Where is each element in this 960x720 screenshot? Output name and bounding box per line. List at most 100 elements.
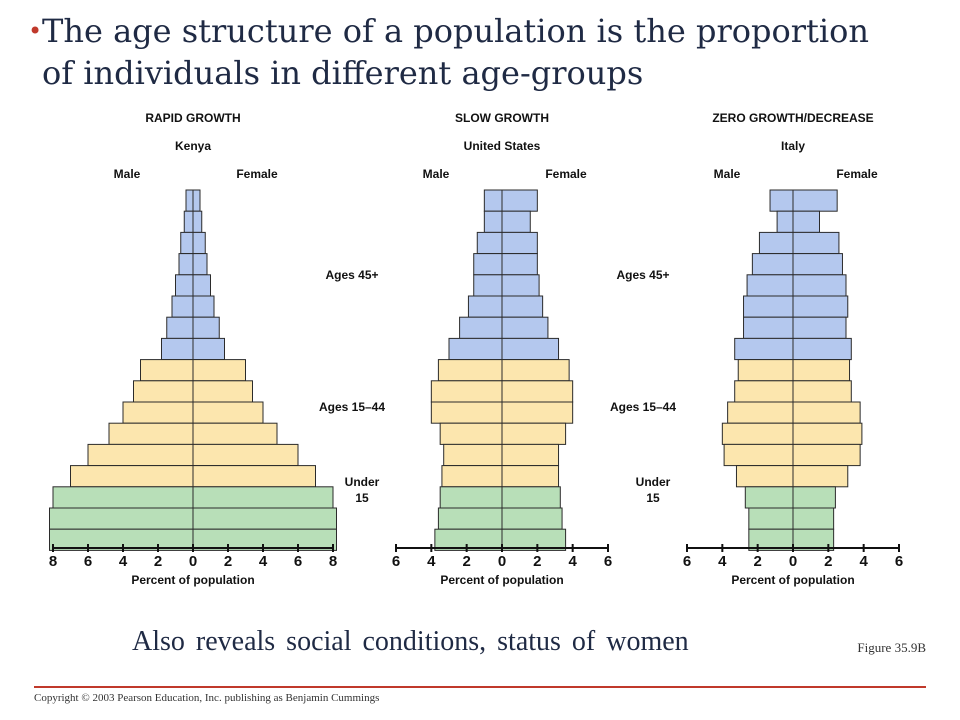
chart1-bar-female-11	[501, 422, 567, 445]
chart1-bar-male-3	[473, 253, 503, 276]
chart2-tick-label-1: 4	[718, 553, 727, 570]
figure-reference: Figure 35.9B	[857, 640, 926, 655]
chart2-ann-ages-15-44: Ages 15–44	[610, 400, 676, 414]
chart0-xlabel: Percent of population	[131, 573, 254, 587]
chart0-bar-male-9	[133, 380, 194, 403]
chart2-xlabel: Percent of population	[731, 573, 854, 587]
chart1-ann-under: Under	[345, 475, 380, 489]
chart1-ann-ages-15-44: Ages 15–44	[319, 400, 385, 414]
chart1-ann-ages-45plus: Ages 45+	[325, 268, 378, 282]
chart0-bar-female-0	[192, 189, 201, 212]
chart0-tick-label-5: 2	[224, 553, 232, 570]
chart2-ann-15: 15	[646, 491, 660, 505]
chart1-bar-male-9	[430, 380, 503, 403]
chart0-bar-female-1	[192, 210, 203, 233]
chart1-country: United States	[464, 139, 541, 153]
chart2-bar-female-14	[792, 486, 836, 509]
chart0-bar-male-6	[166, 316, 194, 339]
chart2-bar-male-5	[743, 295, 794, 318]
chart2-bar-female-8	[792, 359, 851, 382]
chart1-bar-female-9	[501, 380, 574, 403]
chart2-bar-female-1	[792, 210, 820, 233]
chart1-bar-female-3	[501, 253, 538, 276]
chart0-female-label: Female	[236, 167, 278, 181]
chart1-bar-female-2	[501, 231, 538, 255]
chart1-bar-female-13	[501, 465, 560, 488]
population-pyramids: RAPID GROWTH Kenya Male Female 8 6 4 2 0 2 4 6 8 Perc…	[49, 111, 903, 587]
chart1-bar-male-1	[483, 210, 503, 233]
chart0-bar-male-0	[185, 189, 194, 212]
chart1-bar-male-4	[473, 274, 503, 297]
bullet-icon: •	[28, 17, 43, 45]
chart0-bar-male-10	[122, 401, 194, 424]
chart2-bar-male-15	[748, 507, 794, 530]
chart2-tick-label-6: 6	[895, 553, 903, 570]
chart1-tick-label-0: 6	[392, 553, 400, 570]
chart1-bar-female-6	[501, 316, 549, 339]
chart1-ann-15: 15	[355, 491, 369, 505]
footer-rule	[34, 686, 926, 688]
chart1-bar-female-10	[501, 401, 574, 424]
chart0-bar-male-3	[178, 253, 194, 276]
chart1-bar-female-16	[501, 528, 567, 551]
copyright-text: Copyright © 2003 Pearson Education, Inc.…	[34, 692, 380, 704]
chart0-bar-female-2	[192, 231, 206, 255]
chart2-tick-label-3: 0	[789, 553, 797, 570]
chart2-bar-female-3	[792, 253, 843, 276]
chart2-bar-female-15	[792, 507, 835, 530]
chart0-tick-label-3: 2	[154, 553, 162, 570]
chart1-bar-male-15	[437, 507, 503, 530]
chart1-bar-male-6	[459, 316, 503, 339]
chart1-tick-label-2: 2	[462, 553, 470, 570]
chart2-bar-male-12	[723, 443, 794, 467]
chart0-title: RAPID GROWTH	[145, 111, 240, 125]
chart2-bar-female-6	[792, 316, 847, 339]
chart1-bar-female-5	[501, 295, 544, 318]
chart2-bar-male-11	[721, 422, 794, 445]
chart0-bar-male-4	[175, 274, 194, 297]
chart0-tick-label-7: 6	[294, 553, 302, 570]
chart0-tick-label-8: 8	[329, 553, 337, 570]
chart0-bar-male-11	[108, 422, 194, 445]
chart2-tick-label-0: 6	[683, 553, 691, 570]
chart1-bar-female-8	[501, 359, 570, 382]
chart2-female-label: Female	[836, 167, 878, 181]
chart1-female-label: Female	[545, 167, 587, 181]
chart0-tick-label-4: 0	[189, 553, 197, 570]
chart0-bar-male-7	[161, 337, 194, 361]
title-line-2: of individuals in different age-groups	[42, 54, 644, 92]
chart1-bar-female-15	[501, 507, 563, 530]
chart0-bar-female-13	[192, 465, 316, 488]
chart2-bar-male-0	[769, 189, 794, 212]
chart0-bar-male-8	[140, 359, 194, 382]
chart0-bar-female-6	[192, 316, 220, 339]
chart0-bar-female-10	[192, 401, 264, 424]
chart0-bar-female-4	[192, 274, 211, 297]
chart1-tick-label-3: 0	[498, 553, 506, 570]
chart0-bar-female-15	[192, 507, 337, 530]
chart0-tick-label-1: 6	[84, 553, 92, 570]
chart0-male-label: Male	[114, 167, 141, 181]
chart0-bar-male-13	[70, 465, 194, 488]
chart2-bar-female-11	[792, 422, 863, 445]
chart1-tick-label-6: 6	[604, 553, 612, 570]
chart0-bar-female-11	[192, 422, 278, 445]
chart1-xlabel: Percent of population	[440, 573, 563, 587]
chart2-bar-male-14	[744, 486, 794, 509]
chart2-tick-label-4: 2	[824, 553, 832, 570]
chart1-bar-female-12	[501, 443, 560, 467]
chart1-bar-male-12	[443, 443, 503, 467]
chart2-bar-female-2	[792, 231, 840, 255]
chart0-bar-male-12	[87, 443, 194, 467]
title-line-1: The age structure of a population is the…	[42, 12, 870, 50]
chart2-bar-female-4	[792, 274, 847, 297]
chart0-bar-female-12	[192, 443, 299, 467]
chart2-bar-male-1	[776, 210, 794, 233]
chart1-bar-male-2	[476, 231, 503, 255]
chart1-bar-male-5	[467, 295, 503, 318]
chart1-bar-female-7	[501, 337, 560, 361]
chart1-bar-male-0	[483, 189, 503, 212]
chart2-bar-female-9	[792, 380, 852, 403]
chart0-tick-label-2: 4	[119, 553, 128, 570]
chart0-bar-male-15	[49, 507, 194, 530]
